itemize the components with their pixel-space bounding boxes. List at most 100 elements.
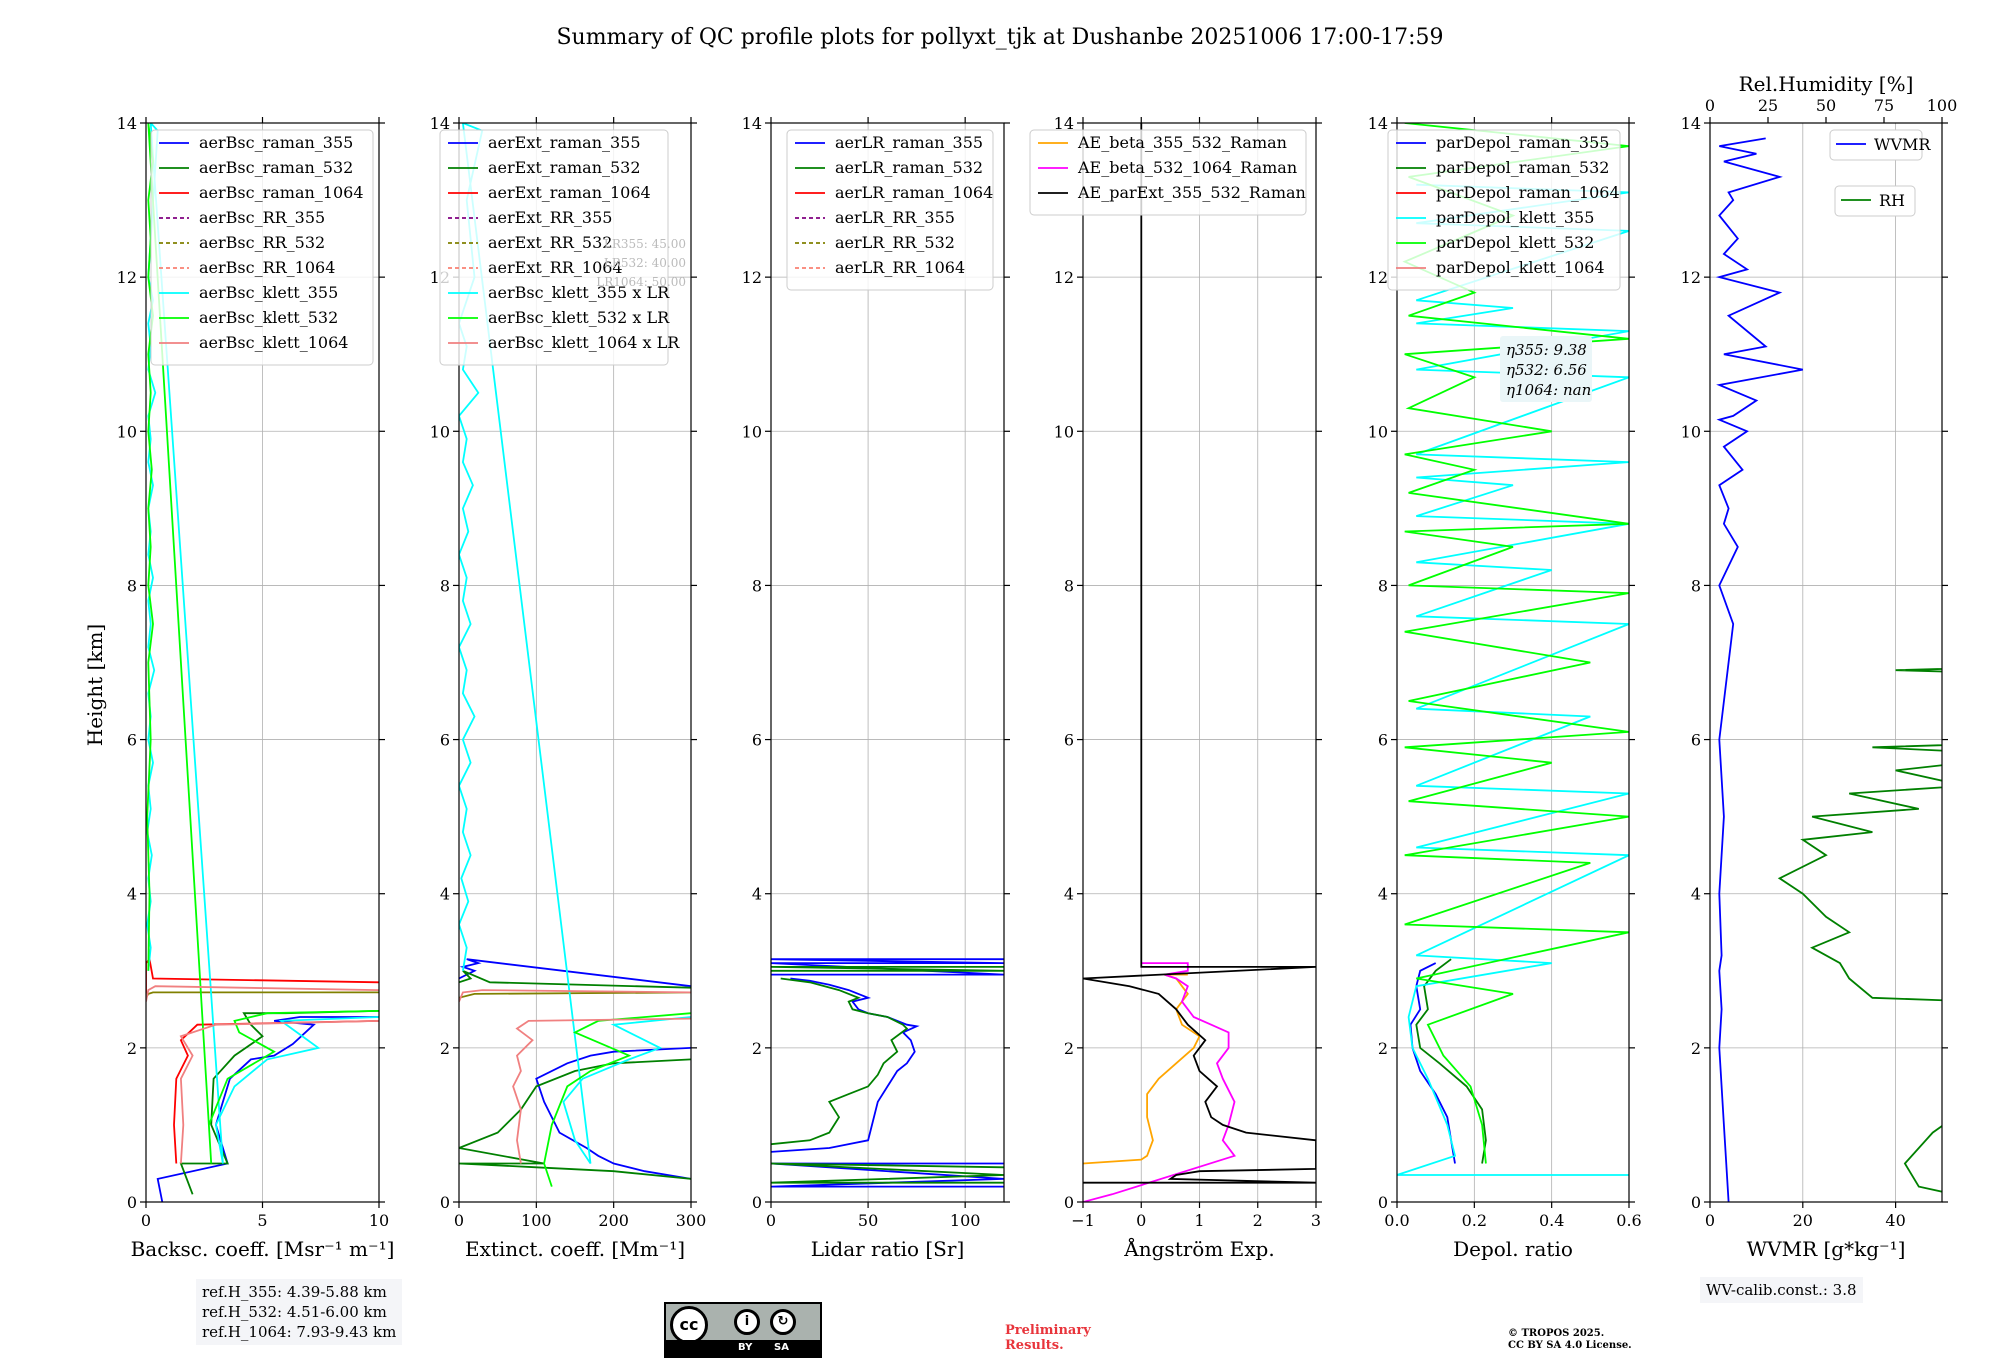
series-line-AE_parExt_355_532_Raman xyxy=(1083,123,1316,1184)
y-tick-label-7: 14 xyxy=(117,114,137,133)
y-tick-label-7: 14 xyxy=(1368,114,1388,133)
series-line-parDepol_raman_532 xyxy=(1415,958,1487,1164)
series-line-aerBsc_raman_532 xyxy=(179,1010,379,1195)
x-axis-label: Depol. ratio xyxy=(1453,1237,1573,1261)
legend-entry-1: parDepol_raman_532 xyxy=(1436,158,1609,177)
x-tick-label-1: 0 xyxy=(1136,1211,1146,1230)
legend-entry-0: aerBsc_raman_355 xyxy=(199,133,353,152)
y-tick-label-6: 12 xyxy=(1054,268,1074,287)
series-line-aerBsc_klett_1064_upper xyxy=(146,985,379,1002)
x-tick-label-1: 20 xyxy=(1793,1211,1813,1230)
x-tick-label-0: 0 xyxy=(1705,1211,1715,1230)
series-line-RH xyxy=(1777,668,1942,1193)
x-tick-label-3: 300 xyxy=(676,1211,707,1230)
series-line-aerBsc_klett_1064 x LR xyxy=(512,1017,691,1164)
series-line-aerBsc_raman_355 xyxy=(156,1016,379,1202)
legend-box xyxy=(1387,129,1621,291)
legend-entry-2: AE_parExt_355_532_Raman xyxy=(1077,183,1306,202)
y-tick-label-5: 10 xyxy=(1054,422,1074,441)
y-tick-label-5: 10 xyxy=(117,422,137,441)
y-tick-label-5: 10 xyxy=(1368,422,1388,441)
y-tick-label-7: 14 xyxy=(1681,114,1701,133)
legend-entry-0: aerLR_raman_355 xyxy=(835,133,983,152)
legend-entry-5: aerExt_RR_1064 xyxy=(488,258,623,277)
series-line-aerExt_RR_532_upper xyxy=(459,991,691,999)
x-tick-label-0: 0 xyxy=(454,1211,464,1230)
series-group xyxy=(1715,137,1942,1202)
eta-text-0: η355: 9.38 xyxy=(1506,341,1587,359)
top-tick-label-1: 25 xyxy=(1758,96,1778,115)
preliminary-line-2: Results. xyxy=(1005,1338,1064,1353)
top-tick-label-4: 100 xyxy=(1927,96,1958,115)
figure-title: Summary of QC profile plots for pollyxt_… xyxy=(556,25,1443,50)
by-person-icon: i xyxy=(734,1309,760,1335)
y-tick-label-0: 0 xyxy=(752,1193,762,1212)
y-axis-label: Height [km] xyxy=(83,624,107,746)
y-tick-label-6: 12 xyxy=(117,268,137,287)
sa-share-icon: ↻ xyxy=(770,1309,796,1335)
x-axis-label: WVMR [g*kg⁻¹] xyxy=(1747,1237,1906,1261)
x-tick-label-2: 100 xyxy=(950,1211,981,1230)
cc-by-label: BY xyxy=(738,1342,753,1353)
y-tick-label-2: 4 xyxy=(1378,885,1388,904)
legend-box xyxy=(1029,129,1307,216)
series-line-aerBsc_klett_355 x LR xyxy=(459,123,691,1164)
legend-box xyxy=(439,129,669,366)
y-tick-label-1: 2 xyxy=(1691,1039,1701,1058)
ref-height-1064: ref.H_1064: 7.93-9.43 km xyxy=(202,1323,397,1341)
cc-license-badge: cc i ↻ BY SA xyxy=(664,1302,822,1358)
legend-entry-7: aerBsc_klett_532 x LR xyxy=(488,308,670,327)
legend-entry-4: aerLR_RR_532 xyxy=(835,233,955,252)
legend-box-WVMR xyxy=(1829,129,1923,161)
series-group xyxy=(146,123,379,1202)
eta-text-1: η532: 6.56 xyxy=(1506,361,1587,379)
axes-frame xyxy=(1396,122,1630,1203)
legend-entry-2: aerExt_raman_1064 xyxy=(488,183,651,202)
y-tick-label-3: 6 xyxy=(440,731,450,750)
series-line-aerLR_raman_355_profile xyxy=(771,977,920,1153)
series-line-aerExt_raman_532 xyxy=(459,1058,691,1180)
cc-sa-label: SA xyxy=(774,1342,789,1353)
x-axis-label: Backsc. coeff. [Msr⁻¹ m⁻¹] xyxy=(131,1237,395,1261)
series-line-aerBsc_klett_532 x LR xyxy=(543,1012,691,1187)
series-line-parDepol_klett_532 xyxy=(1402,123,1629,1164)
y-tick-label-6: 12 xyxy=(1681,268,1701,287)
x-tick-label-2: 40 xyxy=(1885,1211,1905,1230)
series-line-aerExt_raman_355_upper xyxy=(459,958,691,988)
series-group xyxy=(771,958,1004,1188)
x-tick-label-2: 200 xyxy=(598,1211,629,1230)
preliminary-note: Preliminary Results. xyxy=(1005,1323,1091,1353)
y-tick-label-6: 12 xyxy=(742,268,762,287)
series-line-aerBsc_klett_1064 xyxy=(179,1020,379,1164)
legend-entry-3: aerBsc_RR_355 xyxy=(199,208,325,227)
panel-backscatter: 0 5 10 0 2 4 6 8 10 12 14 Backsc. coeff. [Msr⁻¹ m⁻¹… xyxy=(117,114,395,1261)
legend-entry-5: aerLR_RR_1064 xyxy=(835,258,965,277)
y-tick-label-2: 4 xyxy=(752,885,762,904)
legend: aerExt_raman_355 aerExt_raman_532 aerExt_r… xyxy=(439,129,680,366)
series-group xyxy=(1083,123,1316,1202)
legend-entry-5: parDepol_klett_1064 xyxy=(1436,258,1605,277)
legend-entry-7: aerBsc_klett_532 xyxy=(199,308,338,327)
y-tick-label-3: 6 xyxy=(127,731,137,750)
x-tick-label-3: 2 xyxy=(1253,1211,1263,1230)
y-tick-label-3: 6 xyxy=(1691,731,1701,750)
y-tick-label-1: 2 xyxy=(127,1039,137,1058)
copyright-line-2: CC BY SA 4.0 License. xyxy=(1508,1340,1632,1351)
y-tick-label-0: 0 xyxy=(127,1193,137,1212)
panel-extinction: 010020030002468101214Extinct. coeff. [Mm… xyxy=(430,114,707,1261)
y-tick-label-4: 8 xyxy=(1691,576,1701,595)
series-line-aerExt_raman_532_upper xyxy=(459,969,691,989)
y-tick-label-4: 8 xyxy=(1378,576,1388,595)
legend-entry-8: aerBsc_klett_1064 xyxy=(199,333,348,352)
legend-entry-3: parDepol_klett_355 xyxy=(1436,208,1594,227)
x-tick-label-0: 0 xyxy=(766,1211,776,1230)
legend-entry-6: aerBsc_klett_355 xyxy=(199,283,338,302)
x-axis-label: Ångström Exp. xyxy=(1123,1236,1274,1261)
series-line-parDepol_klett_355 xyxy=(1397,183,1629,1176)
ref-heights-box: ref.H_355: 4.39-5.88 km ref.H_532: 4.51-… xyxy=(196,1279,403,1345)
legend-entry-2: aerLR_raman_1064 xyxy=(835,183,993,202)
y-tick-label-4: 8 xyxy=(440,576,450,595)
y-tick-label-1: 2 xyxy=(1064,1039,1074,1058)
x-tick-label-2: 10 xyxy=(369,1211,389,1230)
legend-entry-4: parDepol_klett_532 xyxy=(1436,233,1594,252)
